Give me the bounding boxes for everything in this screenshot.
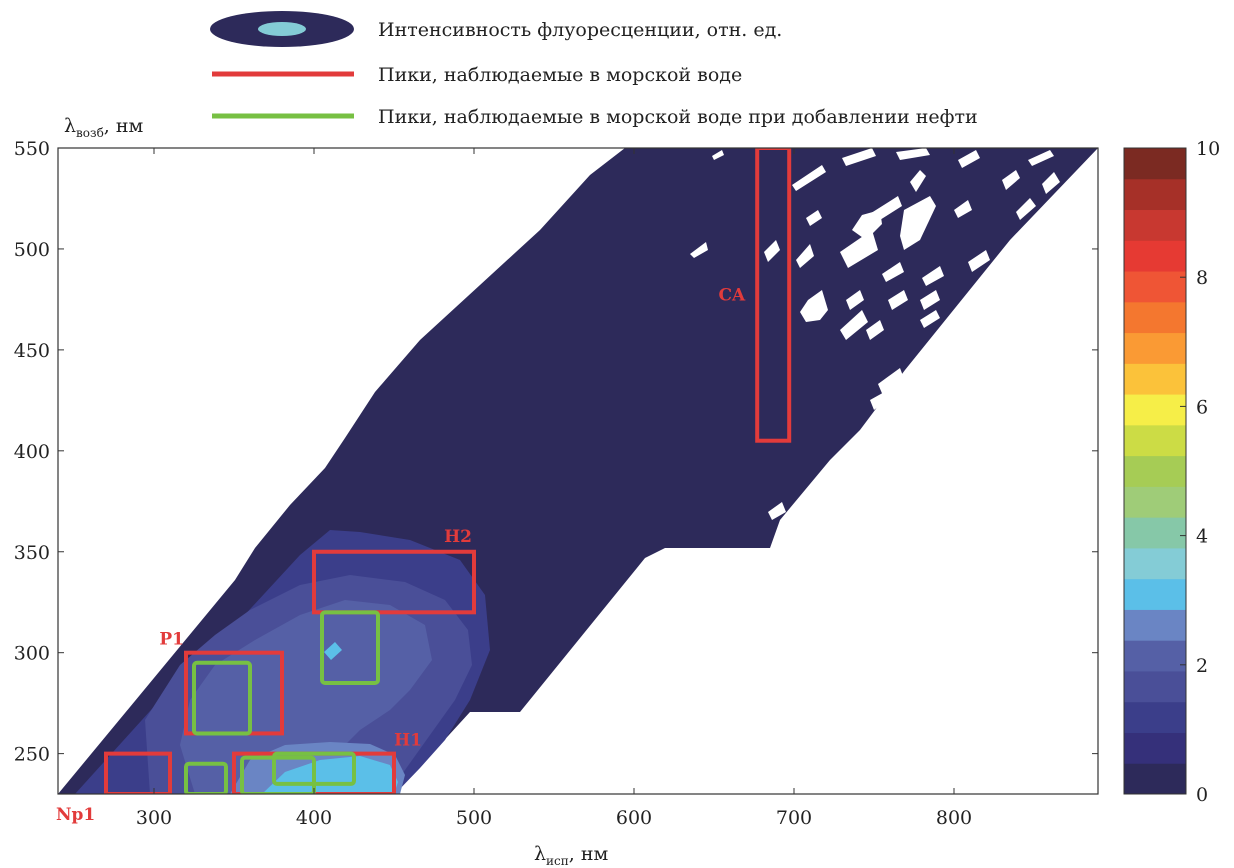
y-axis-label-sub: возб (76, 126, 104, 140)
colorbar-tick-label: 8 (1196, 267, 1208, 289)
colorbar-tick-label: 10 (1196, 138, 1220, 160)
colorbar-frame (1123, 147, 1187, 795)
colorbar-band (1124, 486, 1186, 518)
y-tick-label: 350 (14, 542, 50, 564)
x-tick-label: 600 (616, 807, 652, 829)
y-axis-label-unit: , нм (104, 115, 144, 137)
peak-label-h1: H1 (394, 731, 422, 751)
y-tick-label: 250 (14, 744, 50, 766)
colorbar-band (1124, 701, 1186, 733)
colorbar-band (1124, 578, 1186, 610)
contour-level-3 (180, 600, 432, 794)
colorbar-band (1124, 332, 1186, 364)
colorbar-band (1124, 271, 1186, 303)
colorbar-band (1124, 209, 1186, 241)
peak-label-ca: CA (718, 285, 746, 305)
colorbar-band (1124, 732, 1186, 764)
y-tick-label: 400 (14, 441, 50, 463)
legend-red-label: Пики, наблюдаемые в морской воде (378, 64, 742, 86)
colorbar-band (1124, 517, 1186, 549)
colorbar-band (1124, 609, 1186, 641)
y-axis: 250 300 350 400 450 500 550 (14, 138, 1098, 766)
oil-peak-box (192, 660, 252, 736)
colorbar-tick-label: 2 (1196, 655, 1208, 677)
peak-ca-box (755, 148, 792, 443)
oil-peak-box (184, 761, 228, 794)
data-gaps (690, 148, 1060, 520)
colorbar-band (1124, 394, 1186, 426)
x-tick-label: 700 (776, 807, 812, 829)
y-tick-label: 550 (14, 138, 50, 160)
peak-np1-box (104, 751, 172, 794)
peak-h2-box (312, 549, 476, 615)
oil-peak-box (272, 751, 356, 786)
colorbar-tick-label: 0 (1196, 784, 1208, 806)
plot-area (58, 148, 1098, 794)
x-axis-label: λисп, нм (534, 843, 609, 868)
legend: Интенсивность флуоресценции, отн. ед. Пи… (210, 11, 978, 128)
peak-labels: Np1 P1 H1 H2 CA (56, 285, 746, 825)
y-tick-label: 450 (14, 340, 50, 362)
plot-frame (57, 147, 1099, 795)
peak-label-h2: H2 (444, 527, 472, 547)
colorbar-tick-label: 4 (1196, 526, 1208, 548)
legend-intensity-swatch-core (258, 22, 306, 36)
colorbar-band (1124, 178, 1186, 211)
contour-spot-300 (324, 642, 342, 660)
y-axis-label-symbol: λ (64, 115, 76, 137)
x-tick-label: 500 (456, 807, 492, 829)
peak-label-p1: P1 (159, 630, 184, 650)
y-axis-label: λвозб, нм (64, 115, 144, 140)
colorbar-band (1124, 455, 1186, 487)
x-axis-label-sub: исп (546, 854, 569, 868)
x-axis: 300 400 500 600 700 800 (136, 148, 972, 829)
colorbar-band (1124, 670, 1186, 703)
x-axis-label-symbol: λ (534, 843, 546, 865)
colorbar-band (1124, 640, 1186, 672)
colorbar-band (1124, 301, 1186, 334)
legend-intensity-label: Интенсивность флуоресценции, отн. ед. (378, 19, 782, 41)
colorbar-band (1124, 547, 1186, 580)
colorbar-band (1124, 363, 1186, 395)
y-tick-label: 300 (14, 643, 50, 665)
y-tick-label: 500 (14, 239, 50, 261)
colorbar-band (1124, 424, 1186, 457)
colorbar-band (1124, 240, 1186, 272)
x-tick-label: 400 (296, 807, 332, 829)
x-axis-label-unit: , нм (569, 843, 609, 865)
colorbar-tick-label: 6 (1196, 396, 1208, 418)
oil-peak-box (320, 610, 380, 685)
peak-label-np1: Np1 (56, 805, 95, 825)
x-tick-label: 300 (136, 807, 172, 829)
legend-green-label: Пики, наблюдаемые в морской воде при доб… (378, 106, 978, 128)
x-tick-label: 800 (936, 807, 972, 829)
colorbar: 0 2 4 6 8 10 (1123, 138, 1220, 806)
colorbar-band (1124, 763, 1186, 795)
colorbar-band (1124, 148, 1186, 180)
